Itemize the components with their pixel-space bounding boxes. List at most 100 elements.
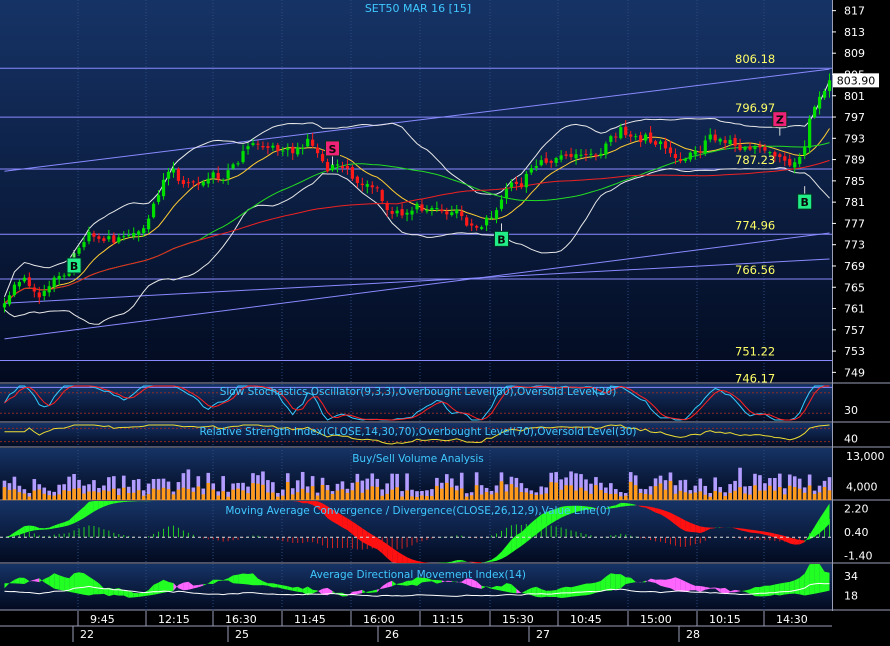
- volume-bar-buy: [445, 483, 449, 500]
- candle-body: [569, 154, 572, 157]
- candle-body: [420, 204, 423, 210]
- volume-bar-buy: [614, 494, 618, 500]
- adx-di-ribbon-segment: [755, 587, 760, 596]
- volume-bar-buy: [763, 491, 767, 500]
- stochastic-tick-label: 30: [844, 404, 858, 417]
- x-time-label: 15:00: [640, 613, 672, 626]
- y-tick-label: 757: [844, 324, 865, 337]
- y-tick-label: 801: [844, 90, 865, 103]
- candle-body: [440, 210, 443, 212]
- candle-body: [589, 154, 592, 155]
- adx-di-ribbon-segment: [74, 572, 79, 594]
- volume-bar-buy: [748, 495, 752, 500]
- volume-bar-buy: [425, 496, 429, 500]
- volume-bar-buy: [768, 486, 772, 500]
- candle-body: [162, 180, 165, 196]
- x-date-label: 26: [385, 628, 399, 641]
- candle-body: [733, 138, 736, 146]
- adx-di-ribbon-segment: [248, 573, 253, 585]
- volume-bar-buy: [286, 482, 290, 500]
- volume-bar-buy: [534, 495, 538, 500]
- volume-bar-buy: [261, 485, 265, 500]
- volume-bar-buy: [574, 490, 578, 500]
- x-time-label: 10:45: [570, 613, 602, 626]
- candle-body: [43, 291, 46, 296]
- adx-di-ribbon-segment: [775, 584, 780, 596]
- candle-body: [584, 154, 587, 155]
- volume-bar-buy: [689, 493, 693, 500]
- candle-body: [132, 233, 135, 237]
- candle-body: [609, 136, 612, 142]
- volume-bar-buy: [57, 494, 61, 500]
- adx-di-ribbon-segment: [507, 583, 512, 593]
- candle-body: [540, 160, 543, 165]
- adx-di-ribbon-segment: [79, 572, 84, 595]
- volume-bar-buy: [594, 485, 598, 500]
- adx-di-ribbon-segment: [765, 586, 770, 597]
- volume-bar-buy: [480, 494, 484, 500]
- x-date-label: 28: [686, 628, 700, 641]
- signal-label: B: [497, 233, 505, 246]
- volume-bar-buy: [698, 491, 702, 500]
- volume-bar-buy: [316, 496, 320, 500]
- volume-bar-buy: [828, 490, 832, 500]
- candle-body: [803, 146, 806, 155]
- volume-bar-buy: [410, 496, 414, 500]
- volume-bar-buy: [172, 494, 176, 500]
- y-tick-label: 813: [844, 26, 865, 39]
- candle-body: [217, 173, 220, 179]
- adx-di-ribbon-segment: [586, 583, 591, 595]
- volume-bar-buy: [167, 489, 171, 500]
- volume-bar-buy: [778, 487, 782, 500]
- signal-label: B: [800, 196, 808, 209]
- volume-bar-buy: [52, 496, 56, 500]
- volume-bar-buy: [415, 497, 419, 500]
- volume-bar-buy: [629, 482, 633, 500]
- volume-bar-buy: [718, 492, 722, 500]
- candle-body: [550, 161, 553, 163]
- candle-body: [227, 170, 230, 178]
- y-tick-label: 793: [844, 132, 865, 145]
- candle-body: [291, 147, 294, 153]
- volume-bar-buy: [525, 492, 529, 500]
- candle-body: [391, 211, 394, 214]
- volume-bar-buy: [544, 493, 548, 500]
- volume-bar-buy: [405, 490, 409, 500]
- volume-bar-buy: [122, 488, 126, 500]
- volume-bar-buy: [460, 488, 464, 500]
- volume-bar-buy: [455, 490, 459, 500]
- volume-bar-buy: [684, 492, 688, 500]
- volume-bar-buy: [664, 490, 668, 500]
- volume-tick-label: 13,000: [846, 450, 885, 463]
- candle-body: [793, 162, 796, 167]
- candle-body: [500, 199, 503, 208]
- volume-bar-buy: [495, 493, 499, 500]
- candle-body: [614, 137, 617, 138]
- volume-bar-buy: [435, 486, 439, 500]
- adx-di-ribbon-segment: [591, 583, 596, 595]
- candle-body: [38, 292, 41, 297]
- volume-bar-buy: [3, 487, 7, 500]
- volume-bar-buy: [649, 495, 653, 500]
- candle-body: [82, 242, 85, 247]
- volume-bar-buy: [346, 493, 350, 500]
- adx-di-ribbon-segment: [825, 572, 830, 592]
- adx-di-ribbon-segment: [139, 593, 144, 597]
- x-time-label: 11:45: [294, 613, 326, 626]
- candle-body: [381, 190, 384, 201]
- candle-body: [13, 285, 16, 296]
- candle-body: [296, 147, 299, 154]
- volume-bar-buy: [813, 494, 817, 500]
- candle-body: [410, 211, 413, 215]
- candle-body: [724, 140, 727, 143]
- candle-body: [530, 168, 533, 172]
- candle-body: [251, 143, 254, 145]
- volume-bar-buy: [639, 493, 643, 500]
- volume-bar-buy: [331, 494, 335, 500]
- candle-body: [28, 277, 31, 286]
- x-date-label: 25: [235, 628, 249, 641]
- x-date-label: 22: [80, 628, 94, 641]
- volume-bar-buy: [77, 488, 81, 500]
- candle-body: [326, 162, 329, 171]
- candle-body: [207, 179, 210, 184]
